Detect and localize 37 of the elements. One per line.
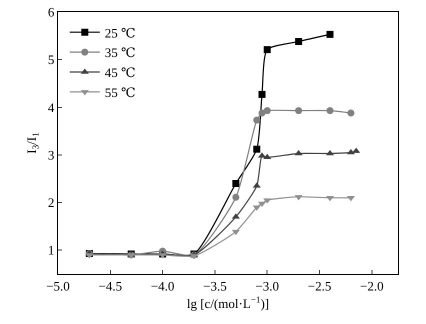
y-tick-label: 6 bbox=[48, 4, 55, 20]
x-tick-label: −4.5 bbox=[98, 278, 122, 294]
x-tick-label: −5.0 bbox=[46, 278, 70, 294]
point bbox=[232, 230, 240, 236]
point bbox=[295, 107, 302, 114]
x-tick-label: −2.0 bbox=[360, 278, 384, 294]
point bbox=[253, 146, 260, 153]
legend-label: 55 ℃ bbox=[104, 84, 136, 100]
y-tick-label: 5 bbox=[48, 52, 54, 68]
point bbox=[252, 182, 261, 188]
x-axis-title: lg [c/(mol·L$^{−1}$)] bbox=[186, 294, 270, 312]
legend-label: 25 ℃ bbox=[104, 25, 136, 40]
x-tick-label: −3.0 bbox=[255, 278, 280, 294]
point bbox=[264, 107, 271, 114]
point bbox=[326, 30, 334, 38]
point bbox=[326, 107, 334, 114]
point bbox=[295, 38, 302, 46]
x-tick-label: −2.5 bbox=[308, 278, 332, 294]
point bbox=[258, 109, 266, 116]
point bbox=[263, 154, 272, 160]
x-tick-label: −3.5 bbox=[203, 278, 227, 294]
y-tick-label: 4 bbox=[48, 100, 55, 115]
legend-label: 35 ℃ bbox=[104, 45, 136, 60]
point bbox=[232, 180, 240, 187]
y-tick-label: 3 bbox=[48, 147, 54, 162]
point bbox=[264, 46, 271, 54]
point bbox=[232, 194, 240, 201]
point bbox=[347, 109, 354, 116]
point bbox=[253, 116, 260, 124]
x-tick-label: −4.0 bbox=[150, 278, 174, 294]
point bbox=[232, 213, 240, 219]
y-tick-label: 1 bbox=[48, 242, 54, 258]
point bbox=[258, 90, 266, 98]
legend-label: 45 ℃ bbox=[104, 65, 136, 80]
point bbox=[263, 198, 272, 204]
point bbox=[294, 150, 303, 156]
y-tick-label: 2 bbox=[48, 195, 54, 210]
